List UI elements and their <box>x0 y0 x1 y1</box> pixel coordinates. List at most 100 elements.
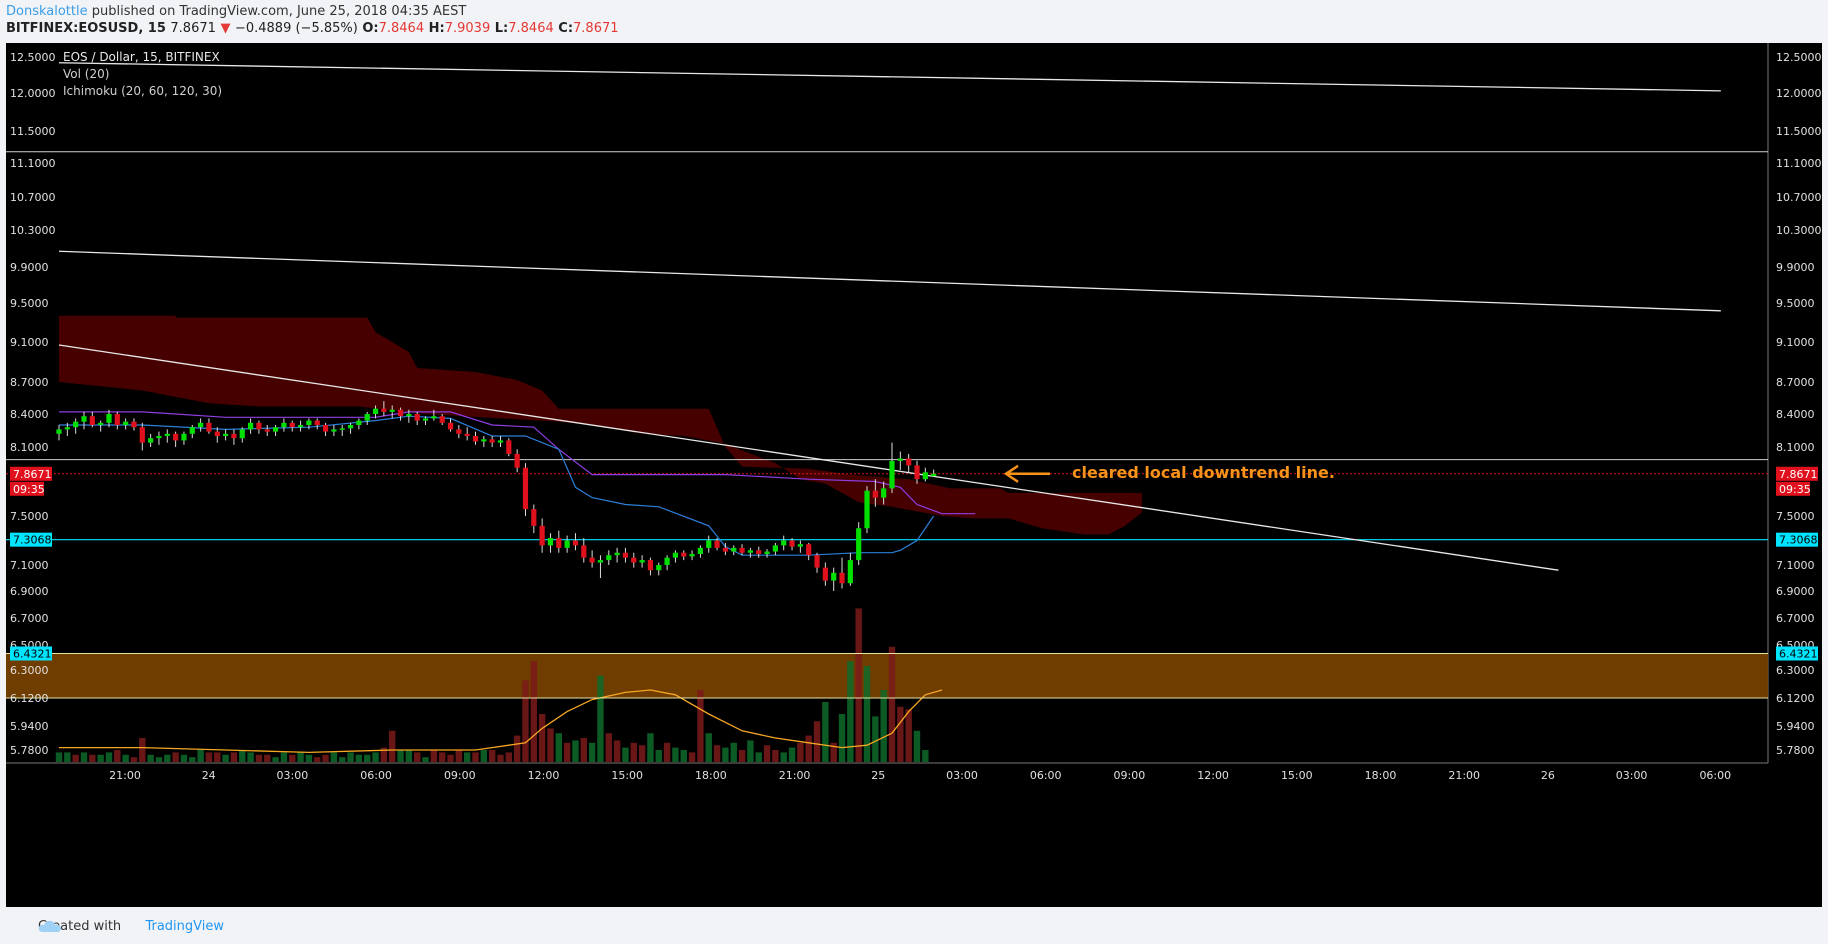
y-tick-label-left: 9.5000 <box>10 297 49 310</box>
price-badge-text-left: 6.4321 <box>13 647 52 660</box>
price-badge-right <box>1776 466 1818 481</box>
candle <box>889 460 895 489</box>
y-tick-label-right: 8.7000 <box>1776 376 1815 389</box>
candle <box>114 414 120 425</box>
candle <box>714 540 720 548</box>
volume-bar <box>89 754 96 762</box>
candle <box>439 416 445 423</box>
candle <box>64 427 70 430</box>
y-tick-label-right: 11.1000 <box>1776 157 1822 170</box>
volume-bar <box>339 757 346 762</box>
volume-bar <box>622 747 629 762</box>
last-price: 7.8671 <box>170 21 216 36</box>
y-tick-label-left: 8.4000 <box>10 408 49 421</box>
candle <box>922 472 928 480</box>
candle <box>239 429 245 439</box>
price-badge-left <box>10 466 52 481</box>
down-arrow-icon: ▼ <box>220 21 231 36</box>
x-tick-label: 12:00 <box>1197 769 1229 782</box>
volume-bar <box>613 740 621 762</box>
y-tick-label-left: 11.1000 <box>10 157 56 170</box>
candle <box>614 552 620 556</box>
ichimoku-cloud <box>59 315 1142 535</box>
volume-bar <box>713 745 721 762</box>
x-tick-label: 26 <box>1541 769 1555 782</box>
y-tick-label-left: 6.3000 <box>10 664 49 677</box>
x-tick-label: 18:00 <box>1365 769 1397 782</box>
volume-bar <box>164 754 171 762</box>
candle <box>747 550 753 553</box>
candle <box>897 458 903 461</box>
candle <box>231 433 237 439</box>
chart-title: EOS / Dollar, 15, BITFINEX <box>63 50 220 64</box>
price-badge-right <box>1776 646 1818 661</box>
x-tick-label: 06:00 <box>1699 769 1731 782</box>
volume-bar <box>763 745 771 762</box>
volume-bar <box>222 754 229 762</box>
volume-bar <box>863 666 871 762</box>
candle <box>872 490 878 498</box>
price-badge-left <box>10 532 52 547</box>
volume-bar <box>355 754 363 762</box>
candle <box>697 547 704 554</box>
volume-bar <box>155 757 163 762</box>
candle <box>664 557 670 565</box>
volume-bar <box>772 750 779 762</box>
trendline <box>58 62 1721 92</box>
y-tick-label-left: 6.1200 <box>10 692 49 705</box>
volume-bar <box>747 740 754 762</box>
volume-bar <box>255 754 263 762</box>
volume-bar <box>72 754 79 762</box>
volume-bar <box>872 716 879 762</box>
volume-bar <box>264 754 271 762</box>
candle <box>106 414 112 423</box>
candle <box>189 427 195 434</box>
volume-bar <box>830 742 837 762</box>
volume-bar <box>855 608 862 762</box>
candle <box>931 473 937 477</box>
volume-bar <box>480 750 488 762</box>
y-tick-label-left: 8.1000 <box>10 441 49 454</box>
candle <box>689 553 695 557</box>
high-label: H: <box>428 21 445 36</box>
candle <box>822 567 828 581</box>
y-tick-label-right: 6.9000 <box>1776 585 1815 598</box>
candle <box>781 540 787 546</box>
volume-bar <box>230 752 238 762</box>
volume-bar <box>705 733 712 762</box>
tradingview-link[interactable]: TradingView <box>145 919 224 934</box>
volume-bar <box>522 680 529 762</box>
time-badge-left <box>10 481 44 496</box>
candle <box>89 416 95 425</box>
x-tick-label: 24 <box>202 769 216 782</box>
candle <box>381 408 387 412</box>
x-tick-label: 15:00 <box>1281 769 1313 782</box>
volume-bar <box>305 754 313 762</box>
candle <box>622 552 629 558</box>
chart-frame[interactable]: cleared local downtrend line. EOS / Dolla… <box>6 43 1822 907</box>
price-badge-text-right: 6.4321 <box>1779 647 1818 660</box>
volume-bar <box>730 742 737 762</box>
volume-bar <box>597 675 604 762</box>
candle <box>422 418 429 421</box>
y-tick-label-left: 9.9000 <box>10 261 49 274</box>
volume-bar <box>738 750 746 762</box>
candle <box>497 440 504 443</box>
volume-bar <box>472 752 479 762</box>
candle <box>272 427 279 432</box>
candle <box>464 433 470 436</box>
candle <box>914 465 920 480</box>
x-tick-label: 15:00 <box>611 769 643 782</box>
volume-bar <box>688 752 696 762</box>
candle <box>447 422 454 430</box>
publish-text: published on TradingView.com, June 25, 2… <box>91 4 467 19</box>
volume-bar <box>405 750 413 762</box>
candle <box>581 545 587 558</box>
candle <box>331 429 337 432</box>
y-tick-label-right: 9.5000 <box>1776 297 1815 310</box>
price-change: −0.4889 (−5.85%) <box>234 21 358 36</box>
candle <box>489 439 495 443</box>
author-link[interactable]: Donskalottle <box>6 4 88 19</box>
price-chart[interactable]: cleared local downtrend line. EOS / Dolla… <box>6 43 1822 907</box>
volume-bar <box>97 754 104 762</box>
